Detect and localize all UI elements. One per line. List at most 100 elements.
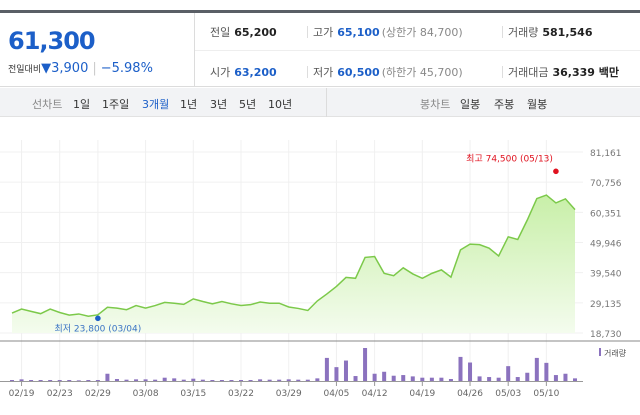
volume-bar [563,373,568,381]
x-tick-label: 03/15 [180,389,206,399]
volume-bar [468,362,473,381]
volume-bar [506,366,511,381]
volume-bar [29,380,34,381]
high-marker [553,168,559,175]
current-price: 61,300 [8,27,96,55]
y-tick-label: 29,135 [590,300,622,310]
volume-bar [525,372,530,381]
volume-bar [401,375,406,381]
volume-bar [10,380,14,381]
volume-bar [95,380,100,381]
volume-bar [248,380,253,381]
candle-monthly[interactable]: 월봉 [527,98,548,111]
x-tick-label: 04/05 [323,389,349,399]
low-marker [95,315,101,322]
volume-bar [515,377,520,381]
change-label: 전일대비 [8,65,42,75]
candle-daily[interactable]: 일봉 [460,98,481,111]
line-chart-label: 선차트 [32,98,63,111]
period-bar: 선차트 1일 1주일 3개월 1년 3년 5년 10년 봉차트 일봉 주봉 월봉 [0,88,640,117]
volume-bar [38,380,43,381]
candle-chart-label: 봉차트 [420,98,451,111]
y-tick-label: 18,730 [590,330,622,340]
volume-bar [487,377,492,381]
volume-bar [477,376,482,381]
candle-weekly[interactable]: 주봉 [494,98,515,111]
volume-bar [458,356,463,381]
x-tick-label: 04/12 [362,389,388,399]
x-tick-label: 05/03 [495,389,521,399]
volume-bar [315,378,320,381]
volume-bar [210,380,215,381]
y-tick-label: 39,540 [590,270,622,280]
volume-bar [162,377,167,381]
volume-bar [48,380,53,381]
top-divider [0,10,640,13]
period-10y[interactable]: 10년 [268,98,293,111]
open-price: 시가 63,200 [210,66,277,79]
low-price: 저가 60,500 (하한가 45,700) [313,66,463,79]
quote-panel: 61,300 전일대비▼3,900 | −5.98% 전일 65,200 시가 63,2… [0,13,640,87]
volume-bar [86,380,91,381]
volume-bar [57,380,62,381]
low-annotation: 최저 23,800 (03/04) [55,323,142,334]
volume-bar [124,379,129,381]
x-tick-label: 03/22 [228,389,254,399]
y-tick-label: 81,161 [590,149,622,159]
period-1d[interactable]: 1일 [73,98,91,111]
volume-bar [420,377,425,381]
volume-bar [277,379,282,381]
volume: 거래량 581,546 [508,26,593,39]
period-3m[interactable]: 3개월 [142,98,170,111]
volume-bar [258,379,263,381]
volume-bar [573,378,577,381]
volume-bar [534,357,539,381]
change-value: 3,900 [51,61,89,76]
volume-bar [544,362,549,381]
x-tick-label: 02/29 [85,389,111,399]
volume-bar [114,379,119,381]
volume-bar [410,376,415,381]
volume-bar [191,378,196,381]
period-1w[interactable]: 1주일 [102,98,130,111]
volume-bar [172,378,177,381]
volume-bar [181,379,186,381]
volume-bar [200,379,205,381]
period-5y[interactable]: 5년 [239,98,257,111]
period-1y[interactable]: 1년 [180,98,198,111]
volume-legend: 거래량 [604,348,627,358]
x-tick-label: 02/23 [47,389,73,399]
volume-legend-swatch [599,348,601,356]
volume-bar [286,379,291,381]
x-tick-label: 02/19 [9,389,35,399]
volume-bar [448,379,453,381]
volume-bar [219,380,224,381]
volume-bar [363,348,368,381]
high-price: 고가 65,100 (상한가 84,700) [313,26,463,39]
volume-bar [334,367,339,381]
price-line [11,194,576,318]
volume-bar [496,377,501,381]
price-area [12,195,575,333]
price-box: 61,300 전일대비▼3,900 | −5.98% [0,13,195,87]
trade-amount: 거래대금 36,339 백만 [508,66,620,79]
x-tick-label: 03/08 [133,389,159,399]
volume-bar [429,377,434,381]
price-change: 전일대비▼3,900 | −5.98% [8,61,153,76]
volume-bar [19,379,24,381]
high-annotation: 최고 74,500 (05/13) [466,153,553,164]
volume-bar [134,379,139,381]
volume-bar [229,380,234,381]
volume-bar [343,360,348,381]
x-tick-label: 04/26 [457,389,483,399]
volume-bar [296,379,301,381]
volume-bar [239,380,244,381]
volume-bar [267,379,272,381]
period-3y[interactable]: 3년 [210,98,228,111]
y-tick-label: 49,946 [590,240,622,250]
y-tick-label: 60,351 [590,209,622,219]
volume-bar [382,371,387,381]
volume-bar [372,373,377,381]
volume-bar [143,379,148,381]
